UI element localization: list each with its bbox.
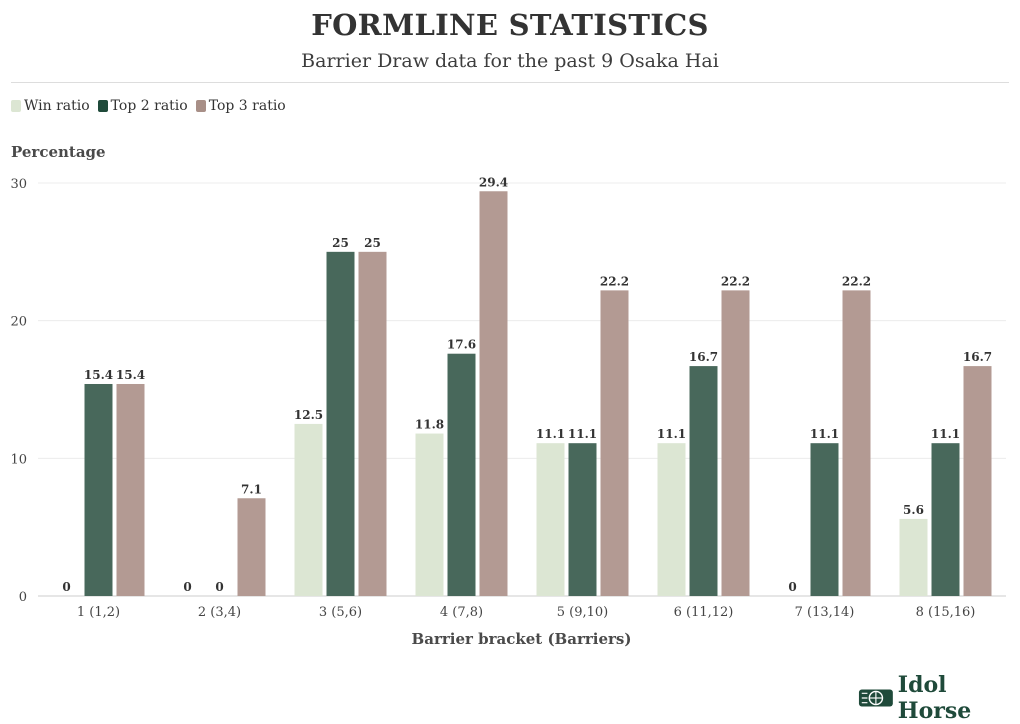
bar-7-series-2 <box>810 443 839 596</box>
data-label-2-series-3: 7.1 <box>241 482 262 496</box>
bar-6-series-3 <box>721 290 750 596</box>
chart-subtitle: Barrier Draw data for the past 9 Osaka H… <box>301 50 719 72</box>
data-label-4-series-3: 29.4 <box>479 175 508 189</box>
data-label-8-series-3: 16.7 <box>963 350 992 364</box>
x-tick-label-7: 7 (13,14) <box>795 605 855 620</box>
bar-5-series-2 <box>568 443 597 596</box>
data-label-8-series-1: 5.6 <box>903 503 924 517</box>
x-tick-label-6: 6 (11,12) <box>674 605 734 620</box>
bar-3-series-1 <box>294 423 323 596</box>
data-label-1-series-3: 15.4 <box>116 368 145 382</box>
data-label-4-series-1: 11.8 <box>415 418 444 432</box>
header-divider <box>11 82 1009 83</box>
data-label-8-series-2: 11.1 <box>931 427 960 441</box>
bar-8-series-1 <box>899 518 928 596</box>
legend-item-win[interactable]: Win ratio <box>11 98 90 114</box>
data-label-2-series-1: 0 <box>183 580 191 594</box>
data-label-6-series-1: 11.1 <box>657 427 686 441</box>
data-label-5-series-2: 11.1 <box>568 427 597 441</box>
bar-2-series-3 <box>237 498 266 596</box>
x-tick-label-1: 1 (1,2) <box>77 605 120 620</box>
bar-6-series-1 <box>657 443 686 596</box>
data-label-3-series-3: 25 <box>364 236 381 250</box>
data-label-4-series-2: 17.6 <box>447 338 476 352</box>
x-axis-label: Barrier bracket (Barriers) <box>411 630 632 648</box>
bar-5-series-1 <box>536 443 565 596</box>
data-label-1-series-1: 0 <box>62 580 70 594</box>
legend-item-top3[interactable]: Top 3 ratio <box>195 98 286 114</box>
horse-globe-icon <box>858 689 893 707</box>
legend-item-top2[interactable]: Top 2 ratio <box>97 98 188 114</box>
legend-swatch-top2 <box>97 100 108 112</box>
x-tick-label-5: 5 (9,10) <box>557 605 609 620</box>
bar-3-series-3 <box>358 251 387 597</box>
data-label-7-series-2: 11.1 <box>810 427 839 441</box>
data-label-3-series-2: 25 <box>332 236 349 250</box>
bar-8-series-3 <box>963 366 992 596</box>
data-label-1-series-2: 15.4 <box>84 368 113 382</box>
chart-title: FORMLINE STATISTICS <box>311 8 709 42</box>
data-label-6-series-2: 16.7 <box>689 350 718 364</box>
y-tick-label-20: 20 <box>10 315 27 330</box>
bar-7-series-3 <box>842 290 871 596</box>
data-label-5-series-3: 22.2 <box>600 274 629 288</box>
y-tick-label-30: 30 <box>10 177 27 192</box>
bar-8-series-2 <box>931 443 960 596</box>
x-tick-label-2: 2 (3,4) <box>198 605 241 620</box>
bar-chart: 0 10 20 30 0 15.4 15.4 1 (1,2) 0 0 7.1 2 (3,4) 12.5 2… <box>10 175 1006 620</box>
legend-label-top2: Top 2 ratio <box>110 98 188 114</box>
data-label-5-series-1: 11.1 <box>536 427 565 441</box>
x-tick-label-3: 3 (5,6) <box>319 605 362 620</box>
bar-5-series-3 <box>600 290 629 596</box>
brand-logo: Idol Horse <box>858 672 1020 724</box>
x-tick-label-8: 8 (15,16) <box>916 605 976 620</box>
data-label-7-series-3: 22.2 <box>842 274 871 288</box>
y-tick-label-0: 0 <box>19 590 27 605</box>
bar-1-series-2 <box>84 383 113 596</box>
legend-label-win: Win ratio <box>24 98 90 114</box>
legend: Win ratio Top 2 ratio Top 3 ratio <box>11 98 286 114</box>
data-label-7-series-1: 0 <box>788 580 796 594</box>
bar-4-series-1 <box>415 433 444 596</box>
y-axis-label: Percentage <box>11 143 106 161</box>
y-tick-label-10: 10 <box>10 452 27 467</box>
bar-4-series-3 <box>479 191 508 596</box>
legend-swatch-top3 <box>195 100 206 112</box>
bar-3-series-2 <box>326 251 355 597</box>
x-tick-label-4: 4 (7,8) <box>440 605 483 620</box>
brand-name: Idol Horse <box>897 672 972 724</box>
data-label-3-series-1: 12.5 <box>294 408 323 422</box>
bar-6-series-2 <box>689 366 718 596</box>
bar-4-series-2 <box>447 353 476 596</box>
legend-swatch-win <box>11 100 21 112</box>
legend-label-top3: Top 3 ratio <box>208 98 286 114</box>
data-label-2-series-2: 0 <box>215 580 223 594</box>
data-label-6-series-3: 22.2 <box>721 274 750 288</box>
bar-1-series-3 <box>116 383 145 596</box>
